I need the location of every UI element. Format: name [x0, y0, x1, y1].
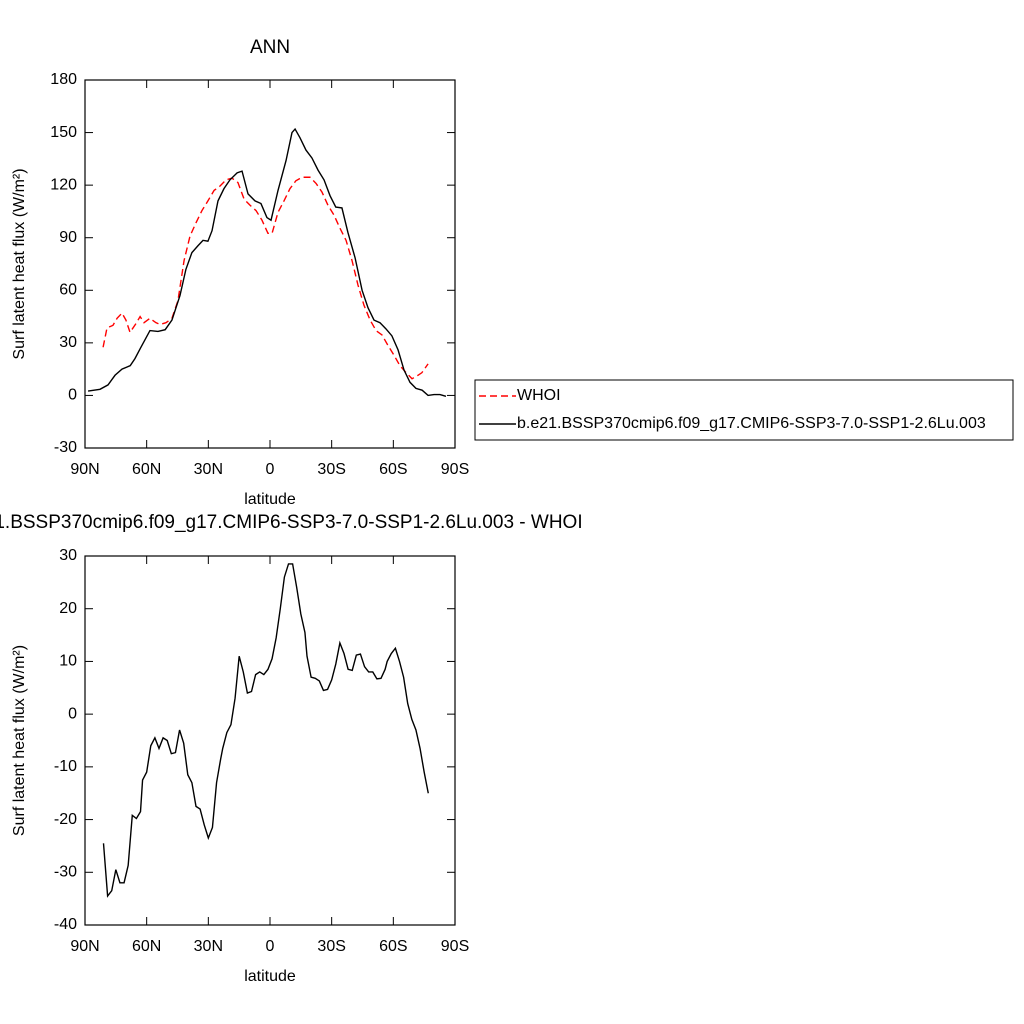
y-tick-label: 60 [59, 282, 77, 299]
x-tick-label: 60N [132, 461, 161, 478]
x-tick-label: 30N [194, 461, 223, 478]
x-tick-label: 90S [441, 461, 469, 478]
x-tick-label: 60N [132, 938, 161, 955]
y-tick-label: 20 [59, 600, 77, 617]
y-tick-label: -20 [54, 811, 77, 828]
y-tick-label: 10 [59, 653, 77, 670]
y-tick-label: 150 [50, 124, 77, 141]
data-line [87, 127, 447, 397]
chart-title: b.e21.BSSP370cmip6.f09_g17.CMIP6-SSP3-7.… [0, 512, 583, 533]
y-tick-label: 30 [59, 547, 77, 564]
y-tick-label: 0 [68, 387, 77, 404]
x-tick-label: 60S [379, 938, 407, 955]
y-tick-label: -30 [54, 864, 77, 881]
x-tick-label: 0 [266, 938, 275, 955]
plot-frame [84, 555, 456, 926]
x-tick-label: 60S [379, 461, 407, 478]
y-tick-label: 90 [59, 229, 77, 246]
chart-title: ANN [250, 37, 290, 58]
x-axis-label: latitude [244, 968, 296, 985]
x-tick-label: 90N [70, 461, 99, 478]
y-tick-label: -40 [54, 916, 77, 933]
y-tick-label: -30 [54, 439, 77, 456]
x-tick-label: 0 [266, 461, 275, 478]
y-tick-label: 120 [50, 176, 77, 193]
data-line [102, 176, 429, 380]
x-tick-label: 30S [317, 461, 345, 478]
x-axis-label: latitude [244, 491, 296, 508]
y-tick-label: 30 [59, 334, 77, 351]
x-tick-label: 90S [441, 938, 469, 955]
y-tick-label: 0 [68, 705, 77, 722]
y-tick-label: -10 [54, 758, 77, 775]
y-axis-label: Surf latent heat flux (W/m²) [11, 168, 28, 359]
x-tick-label: 30N [194, 938, 223, 955]
legend-label: WHOI [517, 387, 561, 404]
y-axis-label: Surf latent heat flux (W/m²) [11, 645, 28, 836]
legend-box [474, 379, 1014, 441]
legend-label: b.e21.BSSP370cmip6.f09_g17.CMIP6-SSP3-7.… [517, 415, 986, 432]
x-tick-label: 90N [70, 938, 99, 955]
y-tick-label: 180 [50, 71, 77, 88]
x-tick-label: 30S [317, 938, 345, 955]
plot-frame [84, 79, 456, 449]
data-line [102, 563, 429, 898]
